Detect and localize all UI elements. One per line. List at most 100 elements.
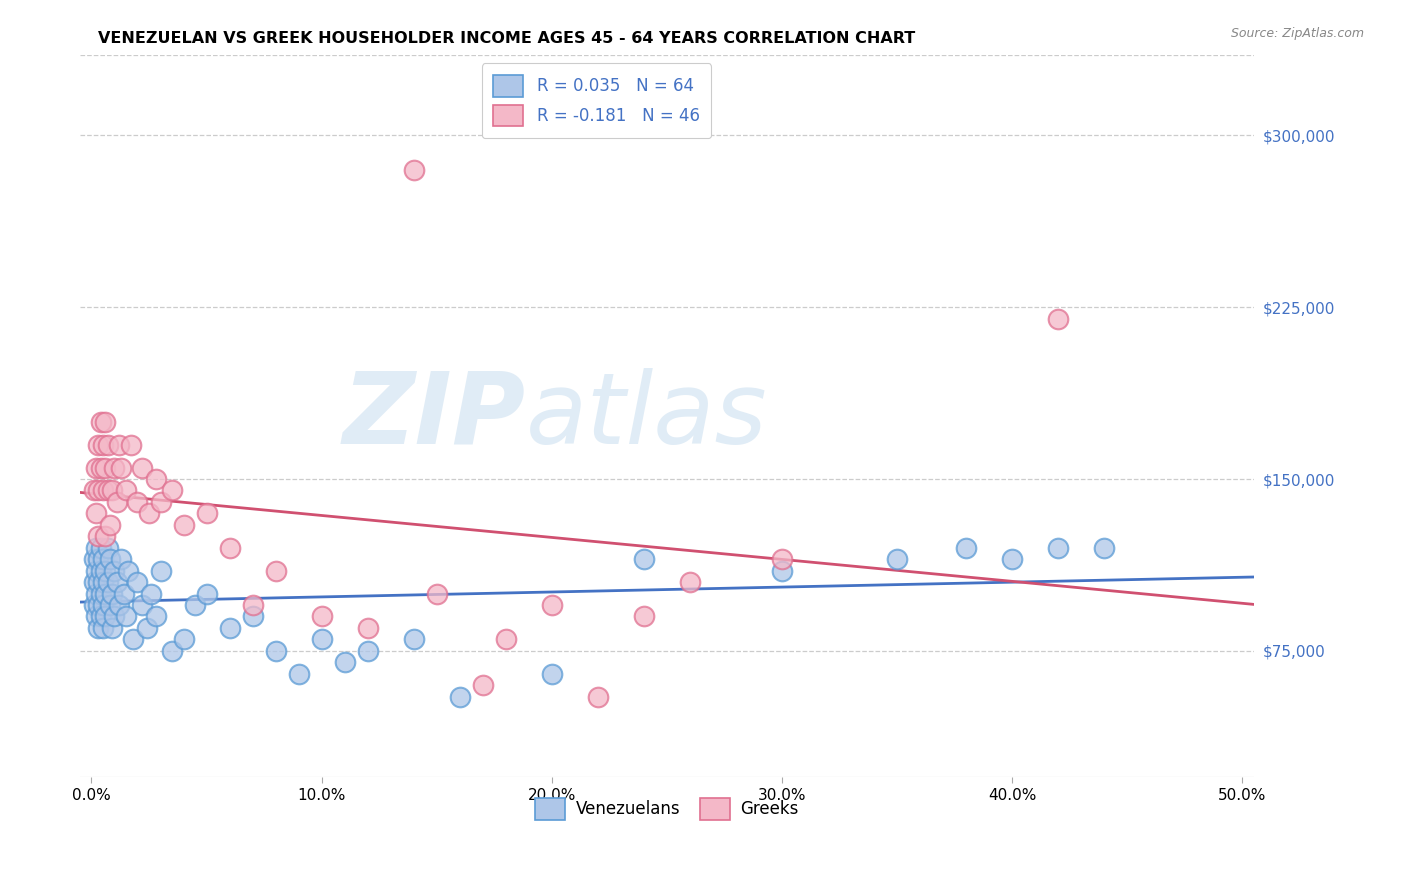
Point <box>287 666 309 681</box>
Point <box>90 415 112 429</box>
Point <box>357 621 380 635</box>
Point <box>84 460 107 475</box>
Point <box>90 609 112 624</box>
Point <box>1001 552 1024 566</box>
Point <box>91 621 114 635</box>
Point <box>311 609 333 624</box>
Point <box>131 598 153 612</box>
Point <box>94 609 117 624</box>
Point <box>145 609 167 624</box>
Point <box>402 632 425 647</box>
Point <box>94 564 117 578</box>
Point <box>90 564 112 578</box>
Point <box>495 632 517 647</box>
Point <box>955 541 977 555</box>
Point <box>141 586 163 600</box>
Point <box>1092 541 1115 555</box>
Point <box>91 437 114 451</box>
Point <box>449 690 471 704</box>
Point <box>679 575 702 590</box>
Text: VENEZUELAN VS GREEK HOUSEHOLDER INCOME AGES 45 - 64 YEARS CORRELATION CHART: VENEZUELAN VS GREEK HOUSEHOLDER INCOME A… <box>98 31 915 46</box>
Point <box>83 598 105 612</box>
Point <box>131 460 153 475</box>
Point <box>98 552 121 566</box>
Point <box>633 609 655 624</box>
Point <box>91 575 114 590</box>
Point <box>770 552 793 566</box>
Point <box>1047 311 1070 326</box>
Point <box>127 575 149 590</box>
Point <box>84 586 107 600</box>
Point <box>218 541 240 555</box>
Point <box>110 460 132 475</box>
Point <box>195 507 218 521</box>
Point <box>90 586 112 600</box>
Point <box>101 621 124 635</box>
Point <box>87 529 110 543</box>
Point <box>90 541 112 555</box>
Point <box>149 564 172 578</box>
Point <box>110 552 132 566</box>
Point <box>426 586 449 600</box>
Point <box>84 541 107 555</box>
Point <box>87 621 110 635</box>
Point <box>84 609 107 624</box>
Point <box>160 483 183 498</box>
Point <box>96 575 118 590</box>
Point <box>1047 541 1070 555</box>
Point <box>87 575 110 590</box>
Point <box>94 460 117 475</box>
Point <box>87 483 110 498</box>
Point <box>98 598 121 612</box>
Point <box>96 483 118 498</box>
Point <box>91 552 114 566</box>
Point <box>84 564 107 578</box>
Point <box>540 666 562 681</box>
Point <box>117 564 139 578</box>
Point <box>101 483 124 498</box>
Point <box>83 483 105 498</box>
Point <box>87 437 110 451</box>
Point <box>115 483 138 498</box>
Point <box>471 678 494 692</box>
Point <box>96 437 118 451</box>
Point <box>149 495 172 509</box>
Y-axis label: Householder Income Ages 45 - 64 years: Householder Income Ages 45 - 64 years <box>0 277 7 555</box>
Point <box>886 552 908 566</box>
Point <box>120 437 142 451</box>
Point <box>83 575 105 590</box>
Point <box>135 621 157 635</box>
Point <box>540 598 562 612</box>
Point <box>770 564 793 578</box>
Text: Source: ZipAtlas.com: Source: ZipAtlas.com <box>1230 27 1364 40</box>
Point <box>195 586 218 600</box>
Point <box>633 552 655 566</box>
Point <box>145 472 167 486</box>
Legend: Venezuelans, Greeks: Venezuelans, Greeks <box>529 791 806 826</box>
Point <box>127 495 149 509</box>
Point <box>173 632 195 647</box>
Point <box>138 507 160 521</box>
Point <box>160 644 183 658</box>
Point <box>108 437 131 451</box>
Point <box>311 632 333 647</box>
Point <box>115 609 138 624</box>
Point <box>91 598 114 612</box>
Point <box>103 460 125 475</box>
Point <box>83 552 105 566</box>
Point <box>218 621 240 635</box>
Point <box>96 541 118 555</box>
Point <box>264 564 287 578</box>
Point <box>108 598 131 612</box>
Point <box>90 460 112 475</box>
Point <box>242 598 264 612</box>
Point <box>122 632 145 647</box>
Point <box>105 575 128 590</box>
Point <box>173 517 195 532</box>
Point <box>94 529 117 543</box>
Point <box>101 586 124 600</box>
Point <box>242 609 264 624</box>
Point <box>105 495 128 509</box>
Point <box>94 415 117 429</box>
Point <box>84 507 107 521</box>
